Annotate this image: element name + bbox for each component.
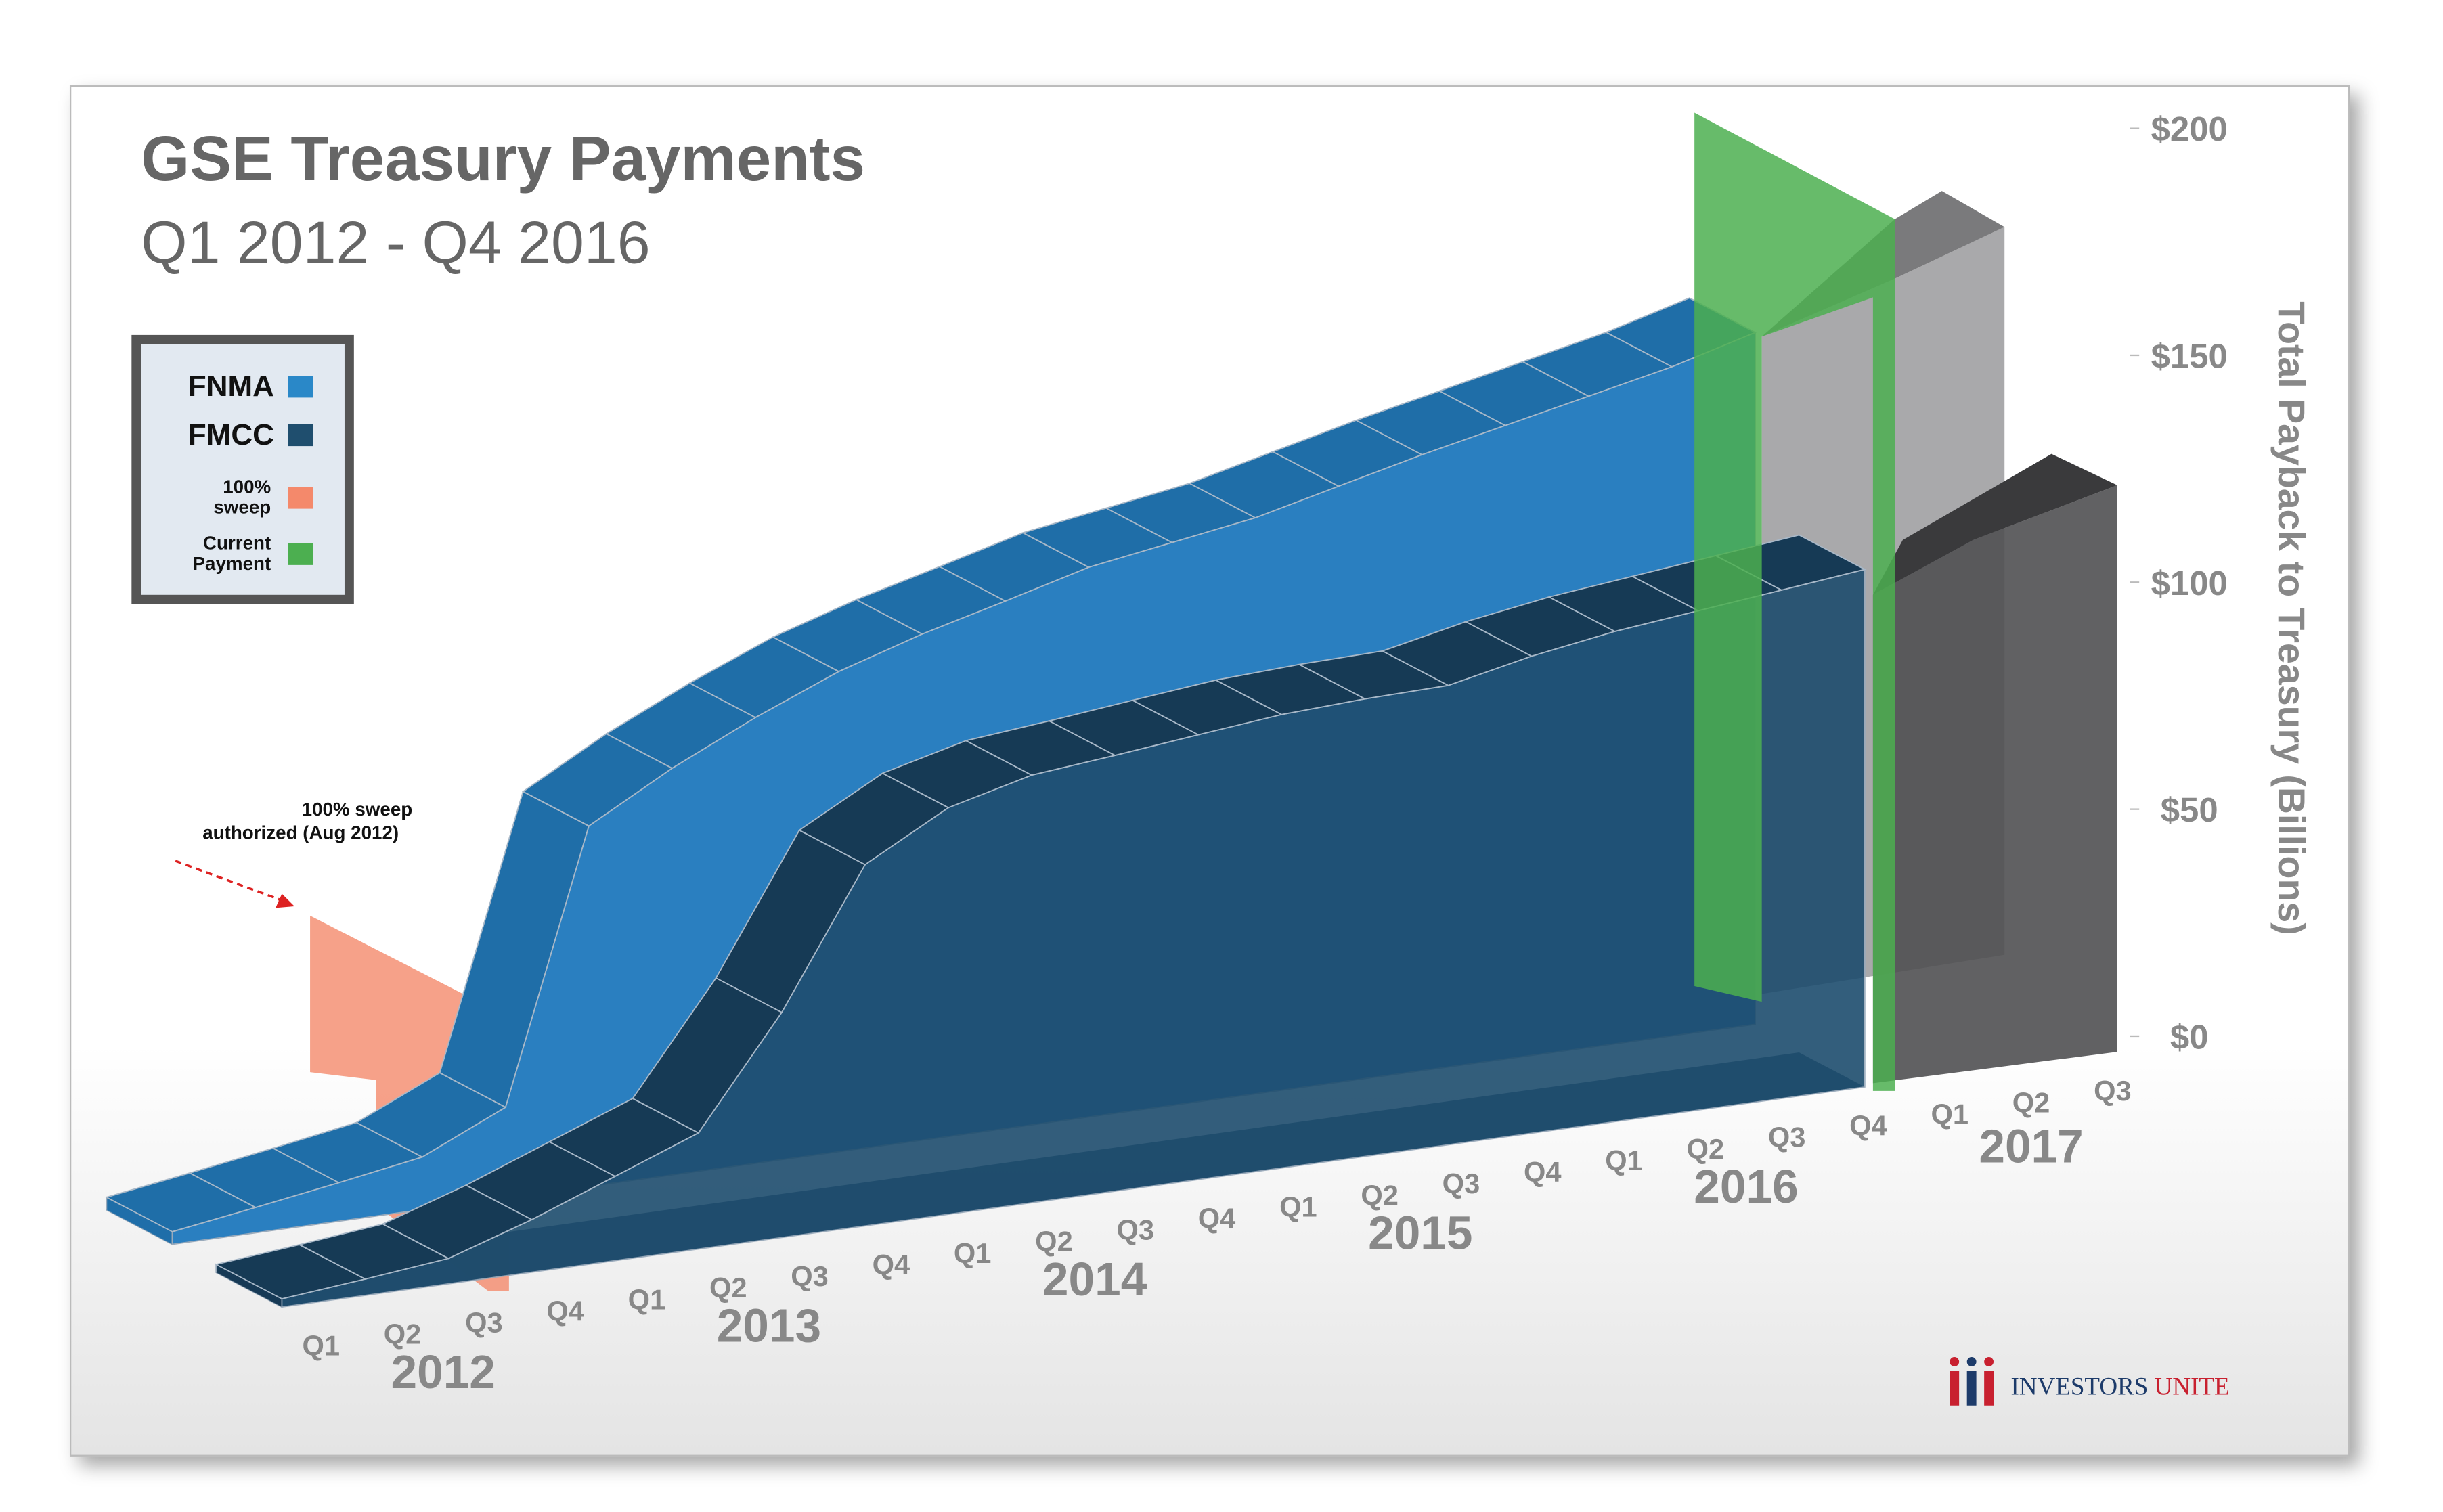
y-tick-label: $50 xyxy=(2161,791,2218,829)
y-tick-label: $0 xyxy=(2170,1017,2209,1056)
logo-icon xyxy=(1984,1357,1994,1366)
legend-swatch xyxy=(288,487,313,509)
legend-label: sweep xyxy=(213,497,271,518)
x-tick-label: Q3 xyxy=(1768,1121,1806,1153)
logo-icon xyxy=(1950,1371,1960,1406)
x-tick-label: Q3 xyxy=(1443,1168,1480,1199)
x-tick-label: Q1 xyxy=(1931,1098,1968,1130)
annotation-arrow xyxy=(175,860,286,903)
x-tick-label: Q2 xyxy=(1035,1226,1073,1258)
chart-subtitle: Q1 2012 - Q4 2016 xyxy=(141,209,650,276)
legend-swatch xyxy=(288,376,313,398)
x-tick-label: Q4 xyxy=(1198,1202,1236,1234)
logo-word: UNITE xyxy=(2155,1373,2230,1401)
y-axis-title: Total Payback to Treasury (Billions) xyxy=(2270,301,2312,935)
x-tick-label: Q2 xyxy=(709,1272,747,1304)
annotation: 100% sweep authorized (Aug 2012) xyxy=(175,799,412,908)
x-tick-label: Q3 xyxy=(2094,1075,2132,1107)
current-payment-plane xyxy=(1694,112,1895,1091)
legend-swatch xyxy=(288,424,313,447)
year-label: 2016 xyxy=(1694,1160,1798,1213)
x-tick-label: Q1 xyxy=(1279,1191,1317,1222)
legend-label: FNMA xyxy=(188,370,274,403)
x-tick-label: Q3 xyxy=(791,1260,829,1292)
year-label: 2013 xyxy=(717,1299,821,1352)
plot xyxy=(104,112,2140,1308)
year-label: 2012 xyxy=(391,1346,496,1398)
x-tick-label: Q3 xyxy=(465,1307,503,1339)
legend-label: 100% xyxy=(223,476,271,497)
logo-text: INVESTORS UNITE xyxy=(2010,1373,2229,1401)
legend-label: Payment xyxy=(193,553,271,574)
year-label: 2014 xyxy=(1042,1253,1147,1306)
x-tick-label: Q3 xyxy=(1116,1214,1154,1246)
legend-label: FMCC xyxy=(188,418,274,451)
logo-word: INVESTORS xyxy=(2010,1373,2148,1401)
logo: INVESTORS UNITE xyxy=(1950,1357,2230,1406)
x-tick-label: Q2 xyxy=(2012,1086,2050,1118)
logo-icon xyxy=(1966,1371,1977,1406)
year-label: 2017 xyxy=(1979,1119,2083,1172)
annotation-text: 100% sweep xyxy=(302,799,413,820)
x-tick-label: Q2 xyxy=(1687,1133,1725,1165)
legend-box xyxy=(131,334,354,604)
y-tick-label: $150 xyxy=(2151,336,2228,375)
annotation-text: authorized (Aug 2012) xyxy=(202,822,399,843)
x-tick-label: Q4 xyxy=(873,1249,910,1281)
x-tick-label: Q4 xyxy=(546,1295,584,1327)
arrow-head xyxy=(276,893,294,908)
y-tick-label: $200 xyxy=(2151,110,2228,148)
future-top xyxy=(1872,453,2117,595)
x-tick-label: Q1 xyxy=(628,1283,666,1315)
x-tick-label: Q1 xyxy=(1605,1144,1643,1176)
logo-icon xyxy=(1984,1371,1994,1406)
x-tick-label: Q4 xyxy=(1524,1156,1562,1188)
legend-label: Current xyxy=(203,533,271,554)
x-tick-label: Q2 xyxy=(384,1318,422,1350)
legend-swatch xyxy=(288,543,313,565)
x-tick-label: Q4 xyxy=(1849,1110,1887,1142)
x-tick-label: Q2 xyxy=(1361,1179,1399,1211)
y-tick-label: $100 xyxy=(2151,564,2228,602)
year-label: 2015 xyxy=(1368,1207,1472,1260)
future-block xyxy=(1872,485,2117,1084)
x-tick-label: Q1 xyxy=(302,1330,340,1362)
x-tick-label: Q1 xyxy=(954,1237,992,1269)
logo-icon xyxy=(1950,1357,1960,1366)
chart-title: GSE Treasury Payments xyxy=(141,123,865,194)
logo-icon xyxy=(1966,1357,1977,1366)
